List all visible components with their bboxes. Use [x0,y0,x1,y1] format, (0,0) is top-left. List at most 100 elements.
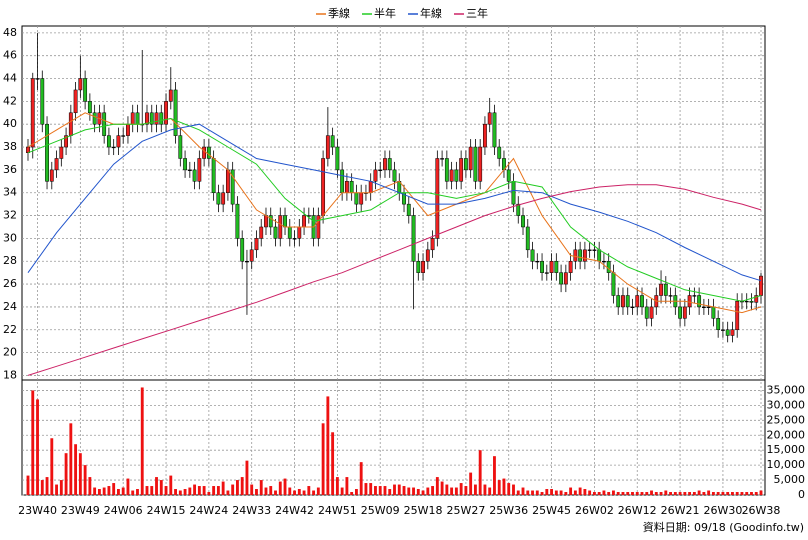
y-tick-label: 22 [3,323,17,336]
volume-bar [707,490,711,495]
volume-bar [564,492,568,495]
volume-bar [412,487,415,495]
volume-bar [731,492,734,495]
volume-bar [431,486,435,495]
candle-body [440,158,445,160]
candle-body [573,249,578,262]
volume-bar [383,486,387,495]
volume-bar [426,487,430,495]
volume-bar [688,492,692,495]
volume-tick-label: 5,000 [774,473,806,486]
candle-body [225,169,230,193]
volume-bar [631,492,634,495]
volume-bar [692,492,696,495]
x-tick-label: 24W15 [147,504,186,517]
candle-body [444,158,449,182]
candle-body [621,295,625,308]
candle-body [230,169,235,205]
volume-bar [354,489,358,495]
x-tick-label: 25W09 [361,504,400,517]
volume-bar [592,492,596,495]
x-tick-label: 26W38 [742,504,781,517]
candle-body [692,295,697,297]
volume-bar [359,462,363,495]
volume-bar [654,492,658,495]
volume-frame [21,379,766,496]
candle-body [273,226,278,239]
candle-body [659,283,663,296]
volume-bar [583,489,587,495]
y-tick-label: 46 [3,49,17,62]
volume-bar [178,490,182,495]
ma-line [27,117,762,302]
candle-body [435,158,440,239]
volume-bar [93,487,97,495]
volume-bar [326,396,330,495]
volume-bar [216,486,220,495]
x-tick-label: 24W06 [104,504,143,517]
candle-body [164,101,168,125]
volume-bar [245,460,249,495]
volume-bar [212,486,216,495]
volume-bar [697,490,701,495]
volume-bar [55,484,58,495]
candle-body [483,123,487,148]
x-tick-label: 24W24 [189,504,228,517]
volume-tick-label: 0 [798,488,805,501]
candle-body [187,169,192,171]
candle-body [30,78,35,148]
volume-bar [369,483,373,495]
candle-body [649,306,654,319]
candle-body [302,215,306,228]
volume-bar [26,475,30,495]
volume-bar [521,487,525,495]
volume-bar [117,489,120,495]
x-tick-label: 26W02 [575,504,614,517]
candle-body [240,238,245,262]
volume-bar [250,484,254,495]
y-tick-label: 40 [3,117,17,130]
candle-body [749,300,754,303]
volume-bar [607,492,611,495]
candle-body [478,146,483,182]
candle-body [145,112,149,125]
price-frame [21,25,766,381]
y-tick-label: 32 [3,209,17,222]
candle-body [563,272,568,285]
candle-body [554,260,559,273]
x-tick-label: 26W30 [703,504,742,517]
candle-body [706,306,711,308]
volume-bar [345,477,349,495]
y-tick-label: 36 [3,163,17,176]
y-tick-label: 38 [3,140,17,153]
volume-bar [78,453,82,495]
candle-body [668,295,673,297]
legend-label: 季線 [328,6,350,20]
candle-body [540,260,544,273]
volume-bar [388,489,392,495]
volume-bar [155,477,158,495]
volume-bar [531,490,534,495]
volume-bar [573,490,577,495]
candle-body [40,78,45,125]
volume-bar [550,489,553,495]
candle-body [383,158,387,171]
volume-bar [264,487,268,495]
volume-bar [740,492,744,495]
candle-body [49,169,54,182]
candle-body [297,226,302,239]
candle-body [168,89,173,102]
legend-label: 三年 [466,6,488,20]
candle-body [183,158,187,171]
candle-body [340,169,345,193]
candle-body [516,203,521,216]
volume-bar [374,486,377,495]
volume-bar [255,489,258,495]
ma-line [27,184,762,376]
volume-bar [36,399,39,495]
volume-bar [307,486,311,495]
ma-line [27,123,762,282]
volume-bar [88,477,92,495]
volume-bar [302,490,306,495]
